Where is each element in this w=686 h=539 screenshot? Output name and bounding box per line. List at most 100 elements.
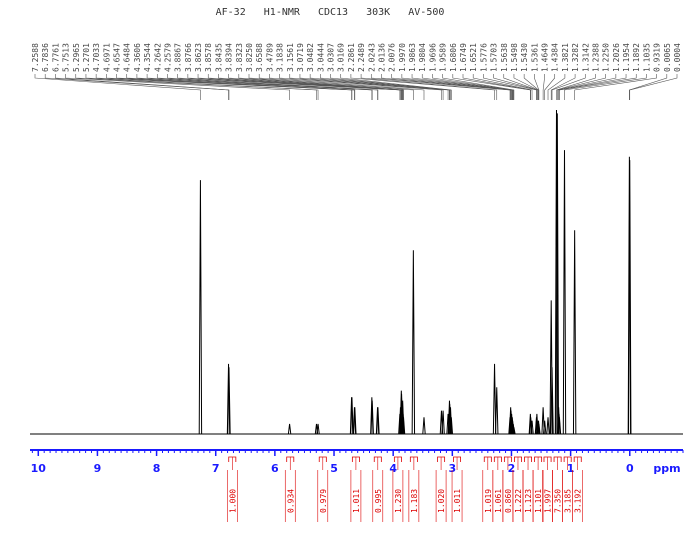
- peak-label: 1.4649: [541, 43, 550, 72]
- peak-label: 1.5638: [500, 43, 509, 72]
- peak-leader: [167, 74, 379, 100]
- peak-label: 4.2642: [153, 43, 162, 72]
- peak-leader: [360, 74, 498, 100]
- x-tick-label: 10: [31, 462, 47, 475]
- peak-leader: [391, 74, 512, 100]
- peak-label: 2.2489: [357, 43, 366, 72]
- integral-label: 3.192: [574, 489, 583, 513]
- peak-leader: [228, 74, 403, 100]
- peak-label: 3.8766: [184, 43, 193, 72]
- peak-label: 3.0482: [306, 43, 315, 72]
- integral-label: 1.997: [544, 489, 553, 513]
- peak-label: 2.2861: [347, 43, 356, 72]
- peak: [376, 407, 380, 435]
- peak-label: 1.1035: [642, 43, 651, 72]
- peak-label: 4.6971: [102, 43, 111, 72]
- peak-label: 3.8250: [245, 43, 254, 72]
- peak-leader: [187, 74, 401, 100]
- peak-label: 2.0136: [377, 43, 386, 72]
- peak-leader: [289, 74, 444, 100]
- x-tick-label: 6: [271, 462, 279, 475]
- peak-label: 3.8323: [235, 43, 244, 72]
- peak: [370, 400, 374, 435]
- peak: [554, 110, 559, 435]
- peak-leader: [551, 74, 586, 100]
- peak-leader: [320, 74, 450, 100]
- peak: [449, 417, 454, 435]
- peak-label: 5.7513: [62, 43, 71, 72]
- peak-leader: [279, 74, 442, 100]
- peak: [512, 427, 516, 435]
- peak-leader: [564, 74, 647, 100]
- peak-label: 6.7836: [41, 43, 50, 72]
- integral-label: 0.934: [286, 489, 295, 513]
- peak-label: 1.2388: [591, 43, 600, 72]
- peak-label: 3.0719: [296, 43, 305, 72]
- peak: [550, 367, 554, 435]
- integral-label: 1.230: [394, 489, 403, 513]
- peak-label: 1.9804: [418, 43, 427, 72]
- peak-leader: [207, 74, 402, 100]
- peak-label: 1.4384: [551, 43, 560, 72]
- x-tick-label: 5: [330, 462, 338, 475]
- peak-leader: [493, 74, 538, 100]
- peak: [572, 230, 577, 435]
- peak-leader: [547, 74, 566, 100]
- peak-label: 1.3821: [561, 43, 570, 72]
- peak-leader: [65, 74, 290, 100]
- peak-leader: [238, 74, 404, 100]
- peak-label: 3.0444: [316, 43, 325, 72]
- peak: [411, 250, 416, 435]
- peak-label: 3.1561: [286, 43, 295, 72]
- peak-leader: [472, 74, 533, 100]
- integral-label: 1.000: [228, 489, 237, 513]
- x-tick-label: 8: [153, 462, 161, 475]
- peak-leader: [629, 74, 668, 100]
- peak: [546, 417, 550, 435]
- x-tick-label: 9: [94, 462, 102, 475]
- peak-leader: [330, 74, 451, 100]
- peak-label: 0.9319: [653, 43, 662, 72]
- peak: [542, 420, 547, 435]
- peak-leader: [452, 74, 531, 100]
- peak-label: 1.5776: [479, 43, 488, 72]
- peak-label: 3.4789: [265, 43, 274, 72]
- peak-label: 1.5703: [490, 43, 499, 72]
- peak: [441, 410, 445, 435]
- integral-label: 1.183: [410, 489, 419, 513]
- peak-leader: [350, 74, 495, 100]
- integral-label: 1.222: [514, 489, 523, 513]
- peak: [537, 423, 541, 435]
- peak-leader: [299, 74, 449, 100]
- peak-label: 1.1954: [622, 43, 631, 72]
- peak: [422, 417, 426, 435]
- peak-label: 1.1892: [632, 43, 641, 72]
- peak-label: 1.9589: [439, 43, 448, 72]
- peak-leader: [421, 74, 513, 100]
- peak-label: 1.3142: [581, 43, 590, 72]
- peak-label: 4.2579: [163, 43, 172, 72]
- peak-leader: [442, 74, 515, 100]
- peak-leader: [146, 74, 373, 100]
- peak-leader: [177, 74, 401, 100]
- peak-label: 1.2026: [612, 43, 621, 72]
- x-tick-label: 1: [567, 462, 575, 475]
- peak-label: 7.2588: [31, 43, 40, 72]
- integral-label: 7.350: [554, 489, 563, 513]
- peak-leader: [559, 74, 637, 100]
- peak-leader: [248, 74, 404, 100]
- peak: [316, 423, 320, 435]
- peak-label: 0.0004: [673, 43, 682, 72]
- peak-label: 1.6749: [459, 43, 468, 72]
- peak-leader: [85, 74, 319, 100]
- peak-leader: [534, 74, 540, 100]
- peak-leader: [523, 74, 539, 100]
- peak-label: 1.3282: [571, 43, 580, 72]
- peak-leader: [55, 74, 230, 100]
- peak-leader: [574, 74, 657, 100]
- chart-title: AF-32 H1-NMR CDC13 303K AV-500: [216, 7, 445, 18]
- integral-label: 1.020: [437, 489, 446, 513]
- peak: [628, 160, 632, 435]
- peak: [555, 113, 560, 435]
